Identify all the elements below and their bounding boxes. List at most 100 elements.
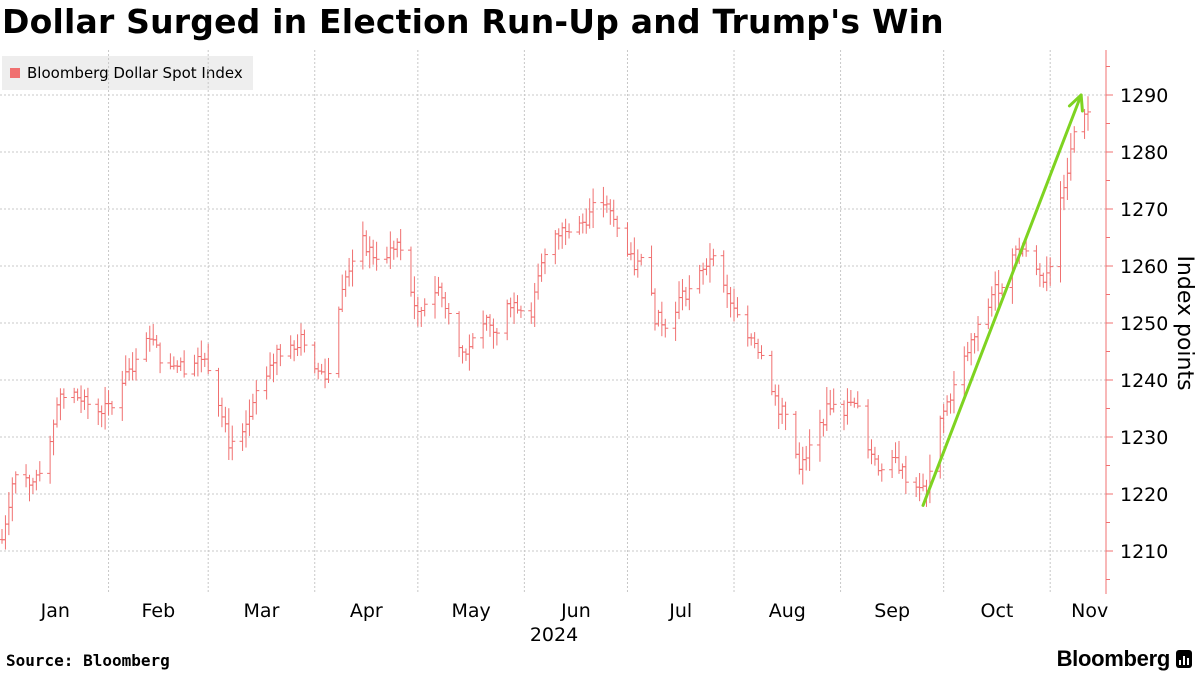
ohlc-bar <box>662 318 669 338</box>
ohlc-bar <box>985 298 992 330</box>
ohlc-bar <box>462 348 469 361</box>
y-tick-label: 1230 <box>1120 427 1168 449</box>
ohlc-bar <box>243 410 250 448</box>
ohlc-bar <box>971 333 978 354</box>
ohlc-bar <box>854 391 861 409</box>
ohlc-bar <box>421 298 428 317</box>
ohlc-bar <box>947 393 954 414</box>
ohlc-bar <box>397 228 404 261</box>
ohlc-bar <box>57 388 64 421</box>
ohlc-bar <box>205 343 212 375</box>
ohlc-bar <box>143 332 150 362</box>
ohlc-bar <box>1071 126 1078 153</box>
ohlc-bar <box>552 230 559 265</box>
ohlc-bar <box>12 471 19 494</box>
ohlc-bar <box>370 239 377 265</box>
ohlc-bar <box>335 306 342 378</box>
price-bars <box>0 96 1091 550</box>
ohlc-bar <box>895 440 902 474</box>
ohlc-bar <box>1047 257 1054 286</box>
grid-lines <box>0 50 1106 594</box>
ohlc-bar <box>215 367 222 417</box>
ohlc-bar <box>349 249 356 287</box>
ohlc-bar <box>490 318 497 349</box>
ohlc-bar <box>614 215 621 238</box>
ohlc-bar <box>277 344 284 367</box>
ohlc-bar <box>84 387 91 419</box>
ohlc-bar <box>899 463 906 479</box>
ohlc-bar <box>748 333 755 346</box>
x-tick-label: Jul <box>668 600 692 622</box>
ohlc-bar <box>624 222 631 257</box>
x-tick-label: May <box>451 600 490 622</box>
ohlc-bar <box>672 301 679 341</box>
ohlc-bar <box>108 400 115 415</box>
brand-name: Bloomberg <box>1056 646 1171 671</box>
ohlc-bar <box>792 411 799 459</box>
ohlc-bar <box>724 274 731 308</box>
legend-label: Bloomberg Dollar Spot Index <box>27 64 243 82</box>
ohlc-bar <box>944 395 951 416</box>
ohlc-bar <box>194 347 201 377</box>
ohlc-bar <box>81 389 88 410</box>
ohlc-bar <box>531 282 538 327</box>
ohlc-bar <box>772 384 779 406</box>
y-axis-label: Index points <box>1172 255 1197 390</box>
ohlc-bar <box>2 515 9 550</box>
x-tick-label: Apr <box>350 600 383 622</box>
ohlc-bar <box>322 358 329 389</box>
ohlc-bar <box>964 341 971 362</box>
ohlc-bar <box>511 292 518 324</box>
ohlc-bar <box>129 352 136 381</box>
ohlc-bar <box>1060 174 1067 211</box>
ohlc-bar <box>844 388 851 425</box>
ohlc-bar <box>1033 245 1040 276</box>
ohlc-bar <box>5 492 12 536</box>
ohlc-bar <box>153 335 160 348</box>
ohlc-bar <box>576 216 583 235</box>
bloomberg-logo: Bloomberg <box>1057 646 1192 672</box>
ohlc-bar <box>682 286 689 307</box>
ohlc-bar <box>71 387 78 404</box>
ohlc-bar <box>383 246 390 264</box>
ohlc-bar <box>480 310 487 349</box>
y-tick-label: 1270 <box>1120 199 1168 221</box>
ohlc-bar <box>559 222 566 249</box>
ohlc-bar <box>583 208 590 234</box>
ohlc-bar <box>150 323 157 346</box>
ohlc-bar <box>823 387 830 431</box>
ohlc-bar <box>542 248 548 275</box>
ohlc-bar <box>638 253 645 266</box>
ohlc-bar <box>816 409 823 462</box>
ohlc-bar <box>253 380 260 415</box>
ohlc-bar <box>394 238 401 258</box>
ohlc-bar <box>727 286 734 318</box>
bloomberg-bars-icon <box>1176 650 1192 668</box>
ohlc-bar <box>218 397 225 428</box>
ohlc-bar <box>53 397 60 428</box>
ohlc-bar <box>775 384 782 430</box>
ohlc-bar <box>1040 272 1047 288</box>
ohlc-bar <box>851 397 858 408</box>
ohlc-bar <box>779 397 786 424</box>
ohlc-bar <box>590 188 597 229</box>
ohlc-bar <box>78 385 85 414</box>
ohlc-bar <box>634 249 641 278</box>
ohlc-bar <box>782 401 789 431</box>
ohlc-bar <box>1064 157 1071 200</box>
ohlc-bar <box>466 334 473 371</box>
legend-swatch <box>10 68 20 78</box>
ohlc-bar <box>555 228 562 250</box>
ohlc-bar <box>445 303 452 325</box>
ohlc-bar <box>318 363 325 375</box>
ohlc-bar <box>390 240 397 260</box>
ohlc-bar <box>181 350 188 378</box>
ohlc-bar <box>229 425 236 461</box>
ohlc-bar <box>504 299 511 341</box>
ohlc-bar <box>246 399 253 436</box>
ohlc-bar <box>607 199 614 225</box>
ohlc-bar <box>157 342 164 374</box>
ohlc-bar <box>47 435 54 484</box>
ohlc-bar <box>871 446 878 466</box>
ohlc-bar <box>744 305 751 347</box>
